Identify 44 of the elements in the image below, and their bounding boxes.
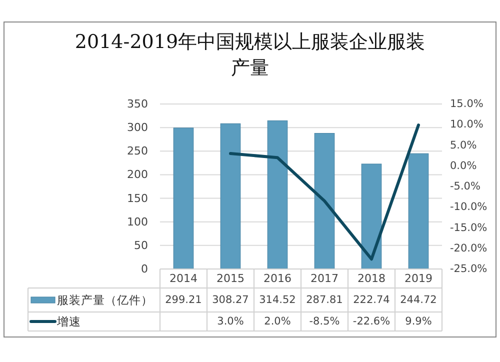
bar (314, 133, 335, 270)
data-label: 244.72 (400, 294, 437, 306)
y2-tick-label: -15.0% (450, 222, 488, 234)
data-label: 9.9% (405, 316, 432, 328)
y2-tick-label: 10.0% (450, 118, 484, 131)
y2-tick-label: -20.0% (450, 242, 488, 254)
data-label: 2.0% (264, 316, 291, 328)
bar (267, 120, 288, 270)
y2-tick-label: -25.0% (450, 263, 488, 275)
data-label: -8.5% (309, 316, 340, 328)
x-tick-label: 2019 (404, 272, 432, 285)
legend-label: 增速 (56, 314, 81, 328)
x-tick-label: 2017 (310, 272, 338, 285)
x-tick-label: 2016 (264, 272, 292, 285)
line-series (229, 124, 420, 261)
bar (408, 153, 429, 270)
y2-tick-label: 5.0% (450, 139, 477, 152)
y-tick-label: 350 (127, 98, 148, 110)
y-tick-label: 0 (141, 262, 148, 276)
data-label: 287.81 (306, 294, 343, 306)
bar (361, 164, 382, 270)
y2-tick-label: 0.0% (450, 160, 477, 172)
data-label: 308.27 (212, 294, 249, 306)
x-tick-label: 2015 (216, 272, 244, 285)
data-label: 3.0% (217, 316, 244, 328)
y-tick-label: 50 (134, 238, 148, 252)
data-label: 222.74 (353, 294, 390, 306)
data-label: -22.6% (352, 316, 390, 328)
y-tick-label: 150 (127, 192, 148, 205)
bar (173, 128, 194, 270)
y-tick-label: 250 (127, 144, 148, 158)
y-tick-label: 100 (127, 215, 148, 228)
y-tick-label: 200 (127, 168, 148, 182)
data-label: 314.52 (259, 294, 296, 306)
bar (220, 123, 241, 270)
legend-label: 服装产量（亿件） (57, 293, 153, 307)
y2-tick-label: -10.0% (450, 201, 488, 214)
x-tick-label: 2018 (358, 272, 386, 285)
y-tick-label: 300 (127, 121, 148, 134)
y2-tick-label: 15.0% (450, 98, 484, 110)
data-label: 299.21 (165, 294, 202, 306)
chart-title: 2014-2019年中国规模以上服装企业服装产量 (74, 31, 426, 79)
x-tick-label: 2014 (170, 272, 198, 285)
y2-tick-label: -5.0% (450, 180, 480, 192)
